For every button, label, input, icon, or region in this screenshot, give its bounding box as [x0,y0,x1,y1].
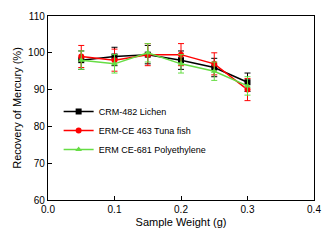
svg-text:0.1: 0.1 [108,204,122,215]
svg-text:80: 80 [34,121,46,132]
svg-text:100: 100 [28,47,45,58]
svg-text:ERM-CE 463 Tuna fish: ERM-CE 463 Tuna fish [99,126,191,136]
svg-text:90: 90 [34,84,46,95]
svg-text:70: 70 [34,158,46,169]
svg-text:0.4: 0.4 [307,204,321,215]
svg-text:0.3: 0.3 [241,204,255,215]
svg-text:Sample Weight (g): Sample Weight (g) [136,216,227,228]
svg-text:0.0: 0.0 [41,204,55,215]
svg-text:0.2: 0.2 [174,204,188,215]
svg-text:ERM CE-681 Polyethylene: ERM CE-681 Polyethylene [99,145,206,155]
svg-text:CRM-482 Lichen: CRM-482 Lichen [99,107,167,117]
svg-text:110: 110 [29,11,45,22]
svg-text:Recovery of Mercury (%): Recovery of Mercury (%) [11,47,23,169]
svg-text:60: 60 [34,195,46,206]
